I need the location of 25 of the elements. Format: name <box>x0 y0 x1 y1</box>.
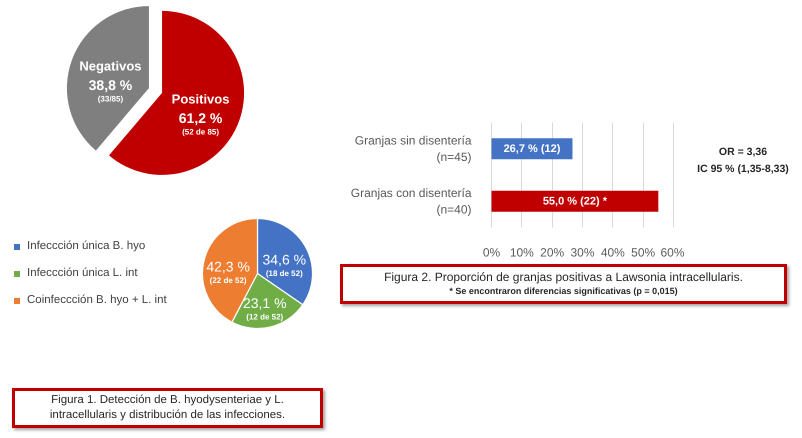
x-tick-label: 50% <box>631 246 656 260</box>
data-label: 55,0 % (22) * <box>542 195 608 208</box>
x-tick-label: 40% <box>600 246 626 260</box>
data-label: 61,2 % (52 de 85) <box>178 110 223 137</box>
x-tick-label: 0% <box>482 246 500 260</box>
text: IC 95 % (1,35-8,33) <box>696 162 790 177</box>
frame-caption: Figura 2. Proporción de granjas positivas a Lawsonia intracellularis. * Se encontraron diferencias significativas (p = 0,015) <box>340 264 787 304</box>
data-label: 26,7 % (12) <box>504 142 561 155</box>
legend-label: Coinfeccción B. hyo + L. int <box>27 294 167 306</box>
slice-label: Positivos <box>172 92 230 107</box>
legend-label: Infeccción única B. hyo <box>27 240 146 252</box>
x-tick-label: 60% <box>660 246 685 260</box>
data-label: 42,3 % (22 de 52) <box>206 258 250 285</box>
x-tick-label: 10% <box>510 246 534 260</box>
x-tick-label: 20% <box>540 246 565 260</box>
y-tick-label: Granjas sin disentería (n=45) <box>354 133 472 164</box>
data-label: 34,6 % (18 de 52) <box>262 251 306 278</box>
y-tick-label: Granjas con disentería (n=40) <box>350 186 472 217</box>
text: OR = 3,36 <box>718 145 768 160</box>
data-label: 38,8 % (33/85) <box>88 76 133 104</box>
slice-label: Negativos <box>79 58 142 74</box>
x-tick-label: 30% <box>570 246 595 260</box>
frame-caption: Figura 1. Detección de B. hyodysenteriae y L. intracellularis y distribución de las infecciones. <box>12 388 323 428</box>
legend-label: Infeccción única L. int <box>27 267 138 279</box>
data-label: 23,1 % (12 de 52) <box>242 294 287 322</box>
